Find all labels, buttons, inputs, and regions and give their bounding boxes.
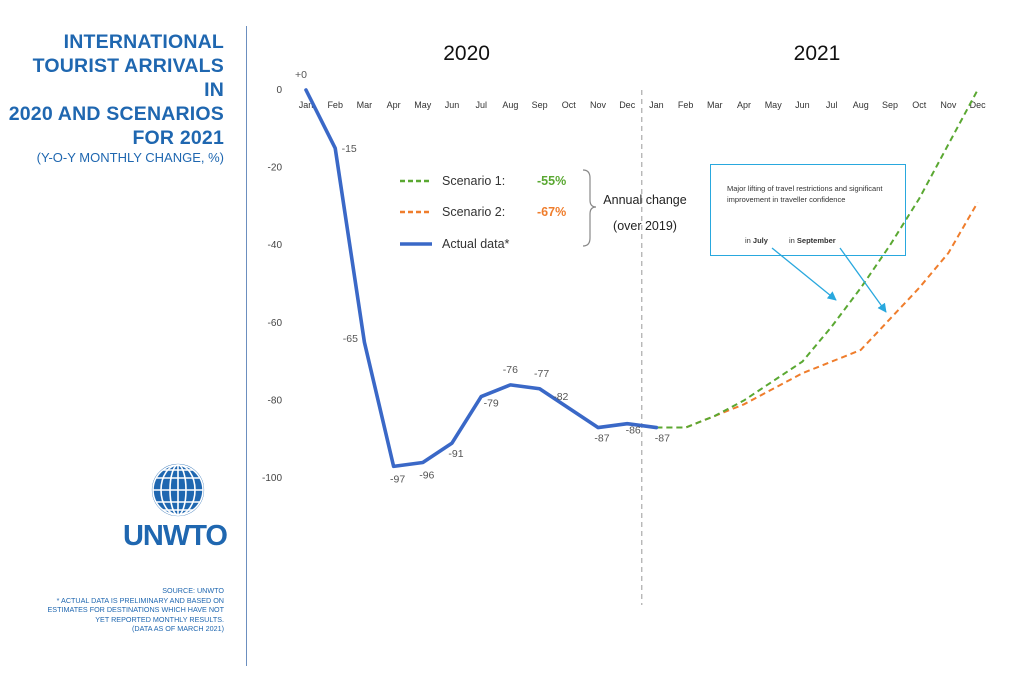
callout-july-label: July	[752, 236, 768, 245]
x-tick-label: Feb	[678, 100, 694, 110]
legend-scenario-1-change: -55%	[537, 174, 566, 188]
x-tick-label: Apr	[387, 100, 401, 110]
chart-title: INTERNATIONAL TOURIST ARRIVALS IN 2020 A…	[8, 30, 224, 150]
legend-bracket	[582, 169, 597, 247]
y-tick-label: -100	[262, 473, 282, 484]
data-label: -79	[484, 398, 499, 410]
y-tick-label: -20	[268, 163, 283, 174]
callout-july-prefix: in	[745, 236, 753, 245]
legend-scenario-1-label: Scenario 1:	[442, 174, 505, 188]
title-line-4: FOR 2021	[132, 127, 224, 149]
note-line: * ACTUAL DATA IS PRELIMINARY AND BASED O…	[56, 595, 224, 605]
y-tick-label: -80	[268, 395, 283, 406]
x-tick-label: Oct	[912, 100, 927, 110]
x-tick-label: Nov	[590, 100, 607, 110]
x-tick-label: May	[765, 100, 783, 110]
callout-box: Major lifting of travel restrictions and…	[710, 164, 906, 256]
data-label: -97	[390, 473, 405, 485]
x-tick-label: Jan	[649, 100, 664, 110]
data-label: -15	[342, 143, 357, 155]
legend-actual-label: Actual data*	[442, 237, 510, 251]
title-line-2: TOURIST ARRIVALS IN	[32, 55, 224, 101]
x-tick-label: Sep	[532, 100, 548, 110]
data-label: +0	[295, 69, 307, 81]
note-line: ESTIMATES FOR DESTINATIONS WHICH HAVE NO…	[47, 605, 225, 614]
x-tick-label: Mar	[707, 100, 723, 110]
callout-sep-label: September	[796, 236, 836, 245]
data-label: -65	[343, 333, 358, 345]
x-tick-label: Dec	[970, 100, 987, 110]
y-tick-label: -40	[268, 240, 283, 251]
callout-september: in September	[789, 235, 836, 246]
y-tick-label: 0	[276, 85, 282, 96]
x-tick-label: Jul	[826, 100, 838, 110]
year-label-2020: 2020	[443, 42, 490, 65]
callout-july: in July	[745, 235, 768, 246]
scenario-1-line	[656, 89, 979, 429]
chart-subtitle: (Y-O-Y MONTHLY CHANGE, %)	[36, 150, 224, 165]
legend-scenario-2-change: -67%	[537, 205, 566, 219]
data-label: -87	[594, 433, 609, 445]
data-label: -91	[448, 448, 463, 460]
data-label: -82	[553, 391, 568, 403]
x-tick-label: Jan	[299, 100, 314, 110]
x-tick-label: Jun	[795, 100, 810, 110]
vertical-divider	[246, 26, 247, 666]
note-line: (DATA AS OF MARCH 2021)	[132, 624, 224, 633]
x-tick-label: Sep	[882, 100, 898, 110]
title-line-3: 2020 AND SCENARIOS	[8, 103, 224, 125]
x-tick-label: May	[414, 100, 432, 110]
x-tick-label: Jun	[445, 100, 460, 110]
x-tick-label: Mar	[357, 100, 373, 110]
x-tick-label: Dec	[619, 100, 636, 110]
x-tick-label: Oct	[562, 100, 577, 110]
x-tick-label: Aug	[502, 100, 518, 110]
x-tick-label: Nov	[940, 100, 957, 110]
x-tick-label: Feb	[327, 100, 343, 110]
x-tick-label: Aug	[853, 100, 869, 110]
unwto-logo-text: UNWTO	[122, 520, 228, 552]
data-label: -96	[419, 469, 434, 481]
x-tick-label: Jul	[475, 100, 487, 110]
data-label: -87	[655, 433, 670, 445]
callout-arrow-july	[771, 247, 837, 301]
annual-change-label: Annual change	[603, 193, 686, 207]
source-notes: SOURCE: UNWTO * ACTUAL DATA IS PRELIMINA…	[8, 586, 225, 634]
callout-arrow-september	[839, 247, 887, 313]
unwto-globe-icon	[151, 463, 205, 517]
data-label: -77	[534, 368, 549, 380]
year-label-2021: 2021	[794, 42, 841, 65]
note-line: YET REPORTED MONTHLY RESULTS.	[95, 614, 224, 624]
callout-text: Major lifting of travel restrictions and…	[727, 184, 883, 204]
annual-change-period: (over 2019)	[613, 219, 677, 233]
data-label: -76	[503, 364, 518, 376]
legend-scenario-2-label: Scenario 2:	[442, 205, 505, 219]
x-tick-label: Apr	[737, 100, 751, 110]
data-label: -86	[626, 425, 641, 437]
note-line: SOURCE: UNWTO	[162, 586, 224, 595]
y-tick-label: -60	[268, 318, 283, 329]
callout-sep-prefix: in	[789, 236, 797, 245]
actual-data-line	[304, 88, 659, 469]
title-line-1: INTERNATIONAL	[63, 31, 224, 53]
